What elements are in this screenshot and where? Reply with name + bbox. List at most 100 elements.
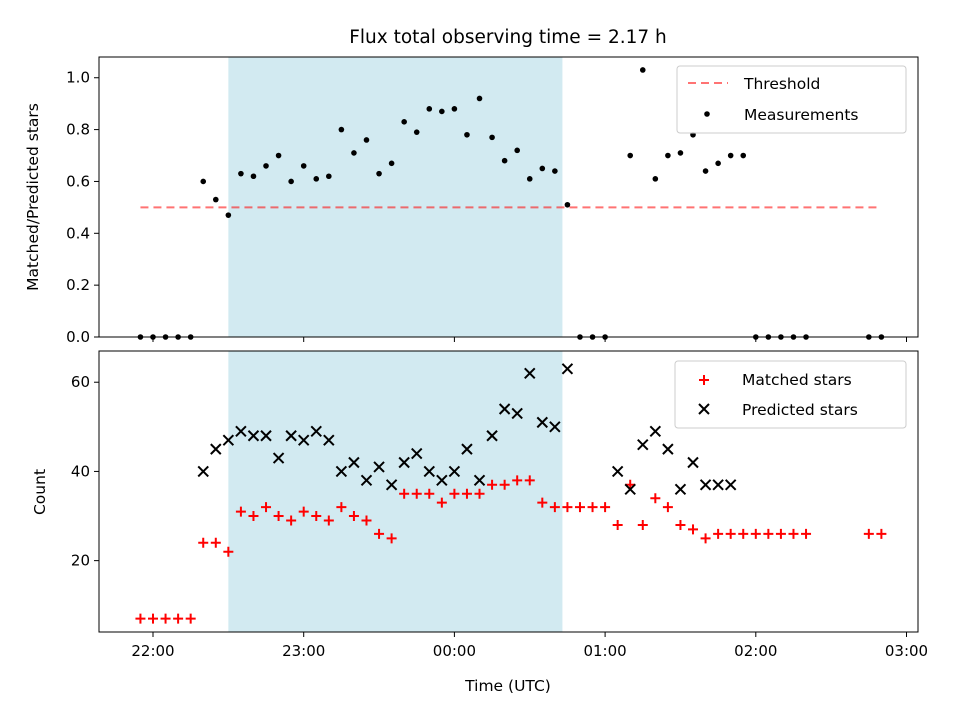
matched-marker bbox=[361, 515, 372, 526]
measurement-point bbox=[200, 178, 207, 185]
matched-marker bbox=[436, 497, 447, 508]
measurement-point bbox=[501, 157, 508, 164]
measurement-point bbox=[338, 126, 345, 133]
predicted-marker bbox=[272, 452, 285, 464]
measurement-point bbox=[489, 134, 495, 141]
predicted-marker bbox=[486, 430, 498, 442]
measurement-point bbox=[288, 178, 294, 185]
matched-marker bbox=[424, 488, 435, 499]
legend-measurement-swatch bbox=[704, 111, 710, 117]
matched-marker bbox=[587, 502, 598, 513]
matched-marker bbox=[210, 537, 221, 548]
y-axis-label-count: Count bbox=[31, 469, 49, 515]
matched-marker bbox=[411, 488, 422, 499]
predicted-marker bbox=[297, 434, 310, 446]
y-tick-label: 1.0 bbox=[66, 69, 90, 87]
predicted-marker bbox=[385, 479, 398, 491]
matched-marker bbox=[223, 546, 234, 557]
predicted-marker bbox=[423, 465, 435, 478]
measurement-point bbox=[564, 201, 571, 208]
predicted-marker bbox=[662, 443, 674, 455]
y-tick-label: 60 bbox=[71, 373, 90, 391]
measurement-point bbox=[753, 334, 759, 340]
predicted-marker bbox=[436, 474, 448, 487]
count-panel: 20 40 60 22:00 23:00 00:00 01:00 02:00 03:00 Matc… bbox=[71, 350, 928, 660]
predicted-marker bbox=[360, 474, 373, 487]
matched-marker bbox=[524, 475, 535, 486]
matched-marker bbox=[311, 511, 322, 522]
matched-marker bbox=[374, 528, 385, 539]
predicted-marker bbox=[611, 465, 624, 478]
predicted-marker bbox=[285, 430, 297, 442]
measurement-point bbox=[388, 160, 395, 167]
predicted-marker bbox=[411, 447, 423, 460]
measurement-point bbox=[727, 152, 734, 159]
matched-marker bbox=[725, 528, 736, 539]
measurement-point bbox=[602, 334, 608, 340]
matched-marker bbox=[637, 519, 648, 530]
predicted-marker bbox=[649, 425, 662, 437]
chart-title: Flux total observing time = 2.17 h bbox=[349, 27, 667, 48]
legend-matched-label: Matched stars bbox=[742, 371, 852, 389]
measurement-point bbox=[225, 212, 232, 218]
matched-marker bbox=[612, 519, 623, 530]
measurement-point bbox=[250, 173, 257, 180]
matched-marker bbox=[675, 519, 686, 530]
legend-threshold-label: Threshold bbox=[743, 75, 820, 93]
x-axis-label: Time (UTC) bbox=[464, 677, 551, 695]
measurement-point bbox=[514, 147, 520, 154]
matched-marker bbox=[386, 533, 397, 544]
measurement-point bbox=[187, 334, 194, 340]
matched-marker bbox=[801, 528, 812, 539]
x-tick-label: 03:00 bbox=[885, 642, 928, 660]
x-tick-label: 00:00 bbox=[433, 642, 476, 660]
measurement-point bbox=[476, 95, 483, 102]
measurement-point bbox=[866, 334, 872, 340]
measurement-point bbox=[778, 334, 784, 340]
x-tick-label: 02:00 bbox=[734, 642, 777, 660]
predicted-marker bbox=[524, 367, 536, 380]
measurement-point bbox=[376, 170, 382, 177]
legend-box bbox=[674, 360, 907, 429]
predicted-marker bbox=[373, 461, 385, 473]
predicted-marker bbox=[624, 483, 636, 495]
measurement-point bbox=[740, 152, 747, 159]
measurement-point bbox=[401, 119, 407, 125]
measurement-point bbox=[539, 165, 546, 172]
measurement-point bbox=[363, 137, 370, 143]
plot-frame bbox=[98, 56, 919, 338]
measurement-point bbox=[639, 67, 646, 73]
matched-marker bbox=[700, 533, 711, 544]
matched-marker bbox=[562, 502, 573, 513]
legend-predicted-label: Predicted stars bbox=[742, 401, 858, 419]
legend-count: Matched stars Predicted stars bbox=[674, 360, 907, 429]
measurement-point bbox=[137, 334, 144, 340]
plot-frame bbox=[98, 350, 919, 633]
measurement-point bbox=[878, 334, 885, 340]
ratio-panel: 0.0 0.2 0.4 0.6 0.8 1.0 Threshold Measurements bbox=[66, 56, 919, 346]
legend-predicted-swatch bbox=[698, 403, 710, 415]
matched-marker bbox=[336, 502, 347, 513]
predicted-marker bbox=[348, 456, 360, 469]
y-tick-label: 20 bbox=[71, 552, 90, 570]
matched-marker bbox=[135, 613, 146, 624]
measurement-point bbox=[275, 152, 282, 159]
y-tick-label: 0.2 bbox=[66, 276, 90, 294]
predicted-marker bbox=[398, 456, 410, 469]
predicted-marker bbox=[461, 443, 473, 455]
predicted-marker bbox=[247, 430, 260, 442]
measurement-point bbox=[464, 131, 470, 138]
measurement-point bbox=[175, 334, 181, 340]
measurement-point bbox=[238, 170, 244, 177]
x-tick-label: 23:00 bbox=[282, 642, 325, 660]
matched-marker bbox=[750, 528, 761, 539]
matched-marker bbox=[549, 502, 560, 513]
measurement-point bbox=[577, 334, 583, 340]
matched-marker bbox=[876, 528, 887, 539]
matched-marker bbox=[699, 375, 709, 385]
y-tick-label: 40 bbox=[71, 462, 90, 480]
measurement-point bbox=[715, 160, 721, 167]
predicted-marker bbox=[448, 465, 461, 478]
matched-marker bbox=[738, 528, 749, 539]
matched-marker bbox=[688, 524, 699, 535]
